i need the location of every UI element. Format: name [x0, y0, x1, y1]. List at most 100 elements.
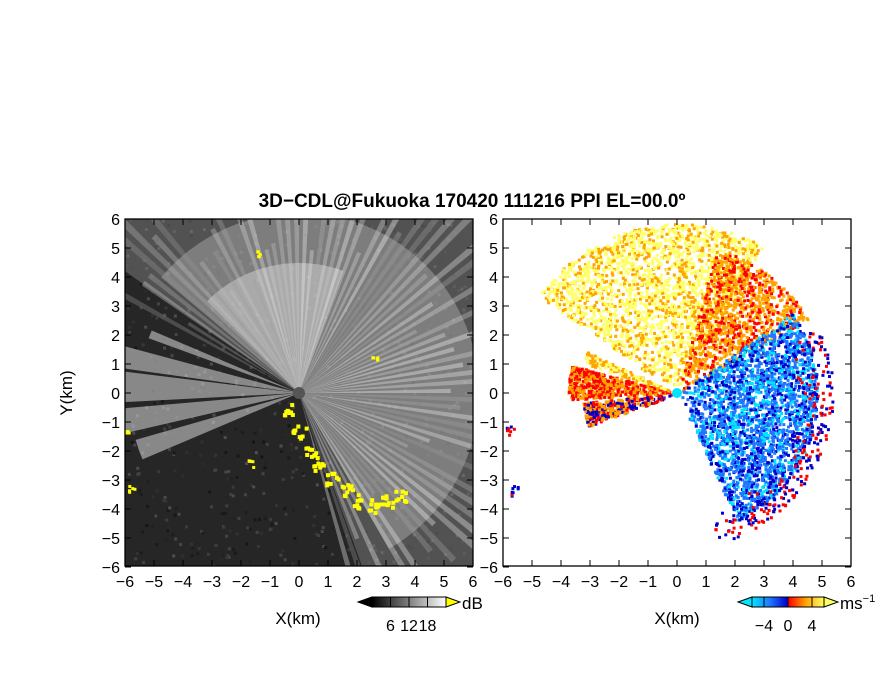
snr-high-cell	[328, 481, 333, 486]
velocity-cell	[613, 292, 617, 296]
velocity-cell	[690, 223, 694, 227]
velocity-cell	[685, 268, 689, 272]
velocity-cell	[716, 310, 720, 314]
velocity-cell	[648, 242, 652, 246]
velocity-cell	[704, 403, 708, 407]
velocity-cell	[557, 285, 561, 289]
velocity-cell	[776, 316, 780, 320]
velocity-cell	[703, 363, 707, 367]
velocity-cell	[643, 325, 647, 329]
velocity-cell	[703, 315, 707, 319]
velocity-cell	[686, 341, 690, 345]
velocity-cell	[799, 306, 803, 310]
snr-high-cell	[356, 493, 361, 498]
velocity-cell	[748, 285, 752, 289]
velocity-cell	[719, 340, 723, 344]
snr-high-cell	[299, 436, 304, 441]
velocity-cell	[720, 262, 724, 266]
snr-noise-cell	[354, 424, 358, 428]
velocity-cell	[695, 346, 699, 350]
snr-noise-cell	[262, 440, 266, 444]
velocity-cell	[678, 291, 682, 295]
snr-noise-cell	[166, 529, 170, 533]
velocity-cell	[727, 321, 731, 325]
velocity-cell	[693, 319, 697, 323]
velocity-cell	[584, 306, 588, 310]
velocity-cell	[781, 404, 785, 408]
velocity-cell	[651, 227, 655, 231]
snr-noise-cell	[277, 549, 281, 553]
velocity-cell	[609, 258, 613, 262]
snr-noise-cell	[211, 308, 215, 312]
velocity-cell	[770, 323, 774, 327]
velocity-cell	[733, 465, 737, 469]
snr-noise-cell	[407, 255, 411, 259]
velocity-cell	[655, 341, 659, 345]
velocity-cell	[622, 325, 626, 329]
velocity-cell	[617, 239, 621, 243]
velocity-cell	[678, 238, 682, 242]
snr-noise-cell	[347, 435, 351, 439]
snr-ray	[264, 249, 299, 393]
snr-noise-cell	[238, 286, 242, 290]
snr-noise-cell	[126, 307, 130, 311]
velocity-cell	[718, 249, 722, 253]
snr-high-cell	[355, 503, 360, 508]
velocity-cell	[756, 414, 760, 418]
velocity-cell	[720, 241, 724, 245]
velocity-cell	[709, 336, 713, 340]
snr-noise-cell	[358, 403, 362, 407]
velocity-cell	[735, 357, 739, 361]
velocity-cell	[710, 369, 714, 373]
snr-noise-cell	[233, 351, 237, 355]
snr-noise-cell	[203, 293, 207, 297]
snr-noise-cell	[423, 289, 427, 293]
velocity-cell	[626, 271, 630, 275]
velocity-cell	[742, 340, 746, 344]
velocity-cell	[794, 381, 798, 385]
snr-noise-cell	[330, 416, 334, 420]
velocity-cell	[683, 275, 687, 279]
velocity-cell	[724, 330, 728, 334]
velocity-cell	[578, 310, 582, 314]
velocity-cell	[760, 247, 764, 251]
velocity-cell	[706, 270, 710, 274]
velocity-cell	[608, 261, 612, 265]
velocity-cell	[781, 293, 785, 297]
snr-high-cell	[316, 461, 321, 466]
velocity-cell	[620, 258, 624, 262]
snr-radar-site	[293, 387, 305, 399]
velocity-cell	[579, 289, 583, 293]
snr-noise-cell	[327, 511, 331, 515]
velocity-cell	[702, 282, 706, 286]
snr-noise-cell	[400, 411, 404, 415]
velocity-cell	[723, 256, 727, 260]
velocity-cell	[702, 313, 706, 317]
velocity-cell	[667, 296, 671, 300]
velocity-cell	[702, 336, 706, 340]
snr-noise-cell	[352, 238, 356, 242]
velocity-cell	[725, 343, 729, 347]
velocity-cell	[647, 309, 651, 313]
velocity-cell	[680, 283, 684, 287]
velocity-cell	[785, 302, 789, 306]
snr-noise-cell	[428, 229, 432, 233]
velocity-cell	[690, 245, 694, 249]
velocity-cell	[690, 309, 694, 313]
velocity-cell	[692, 348, 696, 352]
snr-noise-cell	[330, 250, 334, 254]
snr-noise-cell	[259, 428, 263, 432]
snr-noise-cell	[127, 472, 131, 476]
x-tick-label: −4	[174, 574, 192, 591]
velocity-cell	[679, 339, 683, 343]
velocity-cell	[736, 332, 740, 336]
snr-noise-cell	[195, 261, 199, 265]
velocity-cell	[764, 282, 768, 286]
snr-noise-cell	[202, 228, 206, 232]
snr-noise-cell	[305, 316, 309, 320]
velocity-cell	[596, 254, 600, 258]
velocity-cell	[681, 377, 685, 381]
snr-noise-cell	[443, 245, 447, 249]
velocity-cell	[684, 260, 688, 264]
velocity-cell	[757, 294, 761, 298]
